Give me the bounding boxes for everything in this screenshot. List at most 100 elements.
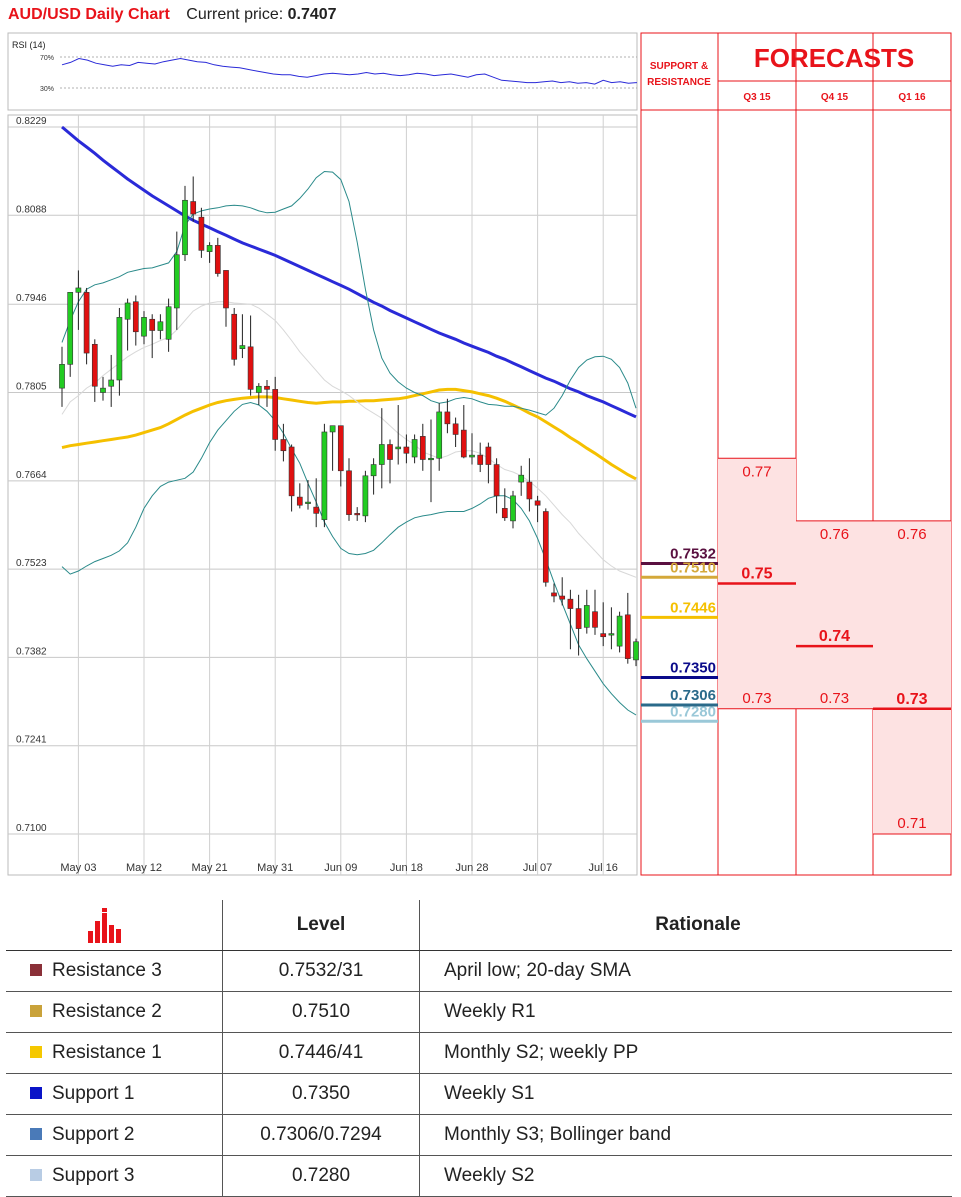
candle-body bbox=[452, 423, 459, 435]
candle bbox=[59, 346, 65, 407]
y-tick-label: 0.7664 bbox=[16, 470, 47, 481]
candle-body bbox=[329, 425, 336, 433]
candle bbox=[165, 298, 172, 352]
forecast-high-label: 0.76 bbox=[820, 526, 849, 543]
x-tick-label: May 12 bbox=[126, 862, 162, 874]
candle bbox=[321, 423, 328, 528]
chart-canvas: RSI (14)70%30% 0.82290.80880.79460.78050… bbox=[7, 32, 952, 876]
candle-body bbox=[485, 446, 492, 465]
candle-body bbox=[296, 496, 303, 506]
candle-body bbox=[469, 454, 475, 458]
candle-body bbox=[313, 506, 320, 514]
swatch bbox=[30, 1086, 42, 1099]
candle-body bbox=[100, 387, 106, 393]
rsi-title: RSI (14) bbox=[12, 40, 46, 50]
candle-body bbox=[583, 605, 590, 628]
y-tick-label: 0.7100 bbox=[16, 823, 47, 834]
sr-level-label: 0.7350 bbox=[670, 659, 716, 676]
candle bbox=[247, 315, 254, 396]
x-tick-label: Jun 28 bbox=[455, 862, 488, 874]
rationale-column-header: Rationale bbox=[419, 900, 952, 951]
sr-level-label: 0.7280 bbox=[670, 703, 716, 720]
support-resistance-header: SUPPORT & bbox=[650, 61, 708, 72]
candle bbox=[460, 405, 467, 459]
candle-body bbox=[198, 216, 205, 251]
candle-body bbox=[116, 317, 123, 381]
candle-body bbox=[354, 513, 361, 516]
table-row: Support 2 0.7306/0.7294 Monthly S3; Boll… bbox=[6, 1114, 952, 1156]
candle-body bbox=[551, 592, 557, 597]
forecast-central-label: 0.75 bbox=[741, 566, 772, 583]
row-level: 0.7510 bbox=[222, 991, 420, 1033]
forecast-panel: FORECASTS SUPPORT & RESISTANCE Q3 15 Q4 15 Q1… bbox=[640, 32, 952, 876]
candle-body bbox=[600, 633, 607, 638]
level-column-header: Level bbox=[222, 900, 420, 951]
candle-body bbox=[337, 425, 344, 472]
candle-body bbox=[206, 245, 213, 252]
candle-body bbox=[616, 615, 623, 647]
sr-level-label: 0.7532 bbox=[670, 545, 716, 562]
candle-body bbox=[592, 611, 598, 628]
candle-body bbox=[59, 364, 65, 389]
candle bbox=[510, 490, 516, 529]
candle bbox=[280, 423, 287, 462]
quarter-header: Q1 16 bbox=[898, 92, 926, 103]
forecast-range bbox=[873, 520, 951, 834]
candle-body bbox=[288, 446, 295, 497]
candle bbox=[305, 480, 311, 510]
row-level: 0.7446/41 bbox=[222, 1032, 420, 1074]
x-tick-label: May 31 bbox=[257, 862, 293, 874]
candle bbox=[362, 470, 369, 523]
candle bbox=[559, 577, 566, 606]
y-tick-label: 0.7241 bbox=[16, 735, 47, 746]
candle bbox=[608, 607, 615, 650]
candle-body bbox=[141, 317, 147, 337]
candle bbox=[190, 176, 197, 222]
candle bbox=[132, 295, 139, 346]
forecast-high-label: 0.76 bbox=[897, 526, 926, 543]
candle-body bbox=[264, 385, 270, 390]
candle-body bbox=[411, 439, 418, 458]
y-tick-label: 0.8088 bbox=[16, 204, 47, 215]
header-icon-cell bbox=[6, 900, 223, 951]
candle bbox=[239, 314, 246, 359]
candle-body bbox=[510, 495, 516, 522]
candle bbox=[264, 379, 270, 407]
candle-body bbox=[247, 346, 254, 390]
candle bbox=[616, 611, 623, 653]
chart-title-text: AUD/USD Daily Chart bbox=[8, 6, 170, 23]
candle bbox=[592, 589, 598, 635]
candle-body bbox=[378, 444, 385, 465]
candle-body bbox=[559, 595, 566, 600]
candle-body bbox=[608, 633, 615, 636]
candle bbox=[100, 376, 106, 401]
candle bbox=[296, 483, 303, 509]
candle-body bbox=[157, 321, 164, 331]
candle-body bbox=[575, 608, 582, 629]
row-rationale: Weekly R1 bbox=[419, 991, 952, 1033]
forecast-range bbox=[796, 520, 873, 709]
candle bbox=[485, 442, 492, 484]
forecast-title: FORECASTS bbox=[754, 43, 914, 73]
candle bbox=[337, 425, 344, 487]
swatch bbox=[30, 1045, 42, 1058]
x-tick-label: May 03 bbox=[60, 862, 96, 874]
row-rationale: April low; 20-day SMA bbox=[419, 950, 952, 992]
row-name: Support 3 bbox=[52, 1165, 135, 1186]
rsi-tick-label: 30% bbox=[40, 86, 54, 93]
candle-body bbox=[83, 292, 90, 354]
candle-body bbox=[624, 614, 631, 659]
candle-body bbox=[526, 481, 533, 500]
candle-body bbox=[395, 446, 402, 450]
quarter-header: Q3 15 bbox=[743, 92, 771, 103]
bollinger-upper-line bbox=[61, 170, 637, 416]
row-level: 0.7532/31 bbox=[222, 950, 420, 992]
candle bbox=[518, 465, 525, 496]
candle-body bbox=[239, 345, 246, 349]
row-rationale: Weekly S2 bbox=[419, 1155, 952, 1197]
candle-body bbox=[255, 385, 262, 393]
candle bbox=[313, 478, 320, 528]
levels-table-header: Level Rationale bbox=[6, 900, 952, 951]
candle-body bbox=[91, 343, 98, 387]
candle bbox=[452, 417, 459, 447]
